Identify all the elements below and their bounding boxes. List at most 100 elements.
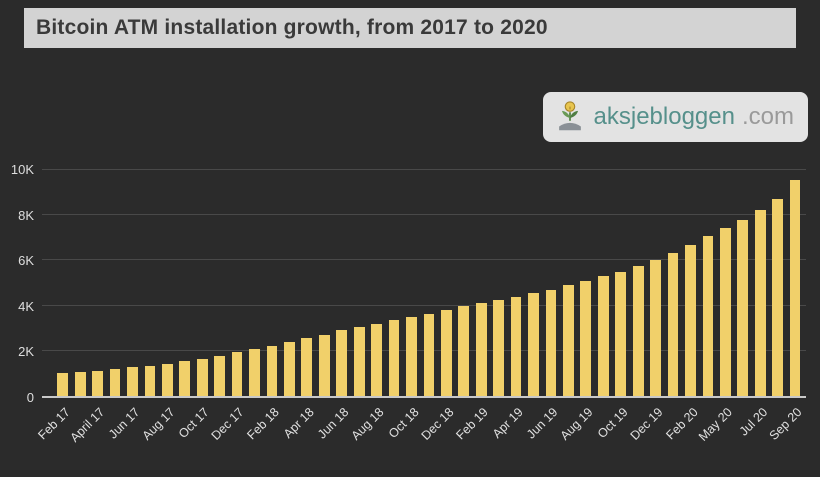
bar-dec-19 [650,260,661,396]
watermark-brand: aksjebloggen [593,103,735,130]
bar-april-17 [92,370,103,396]
bar-slot: Jun 17 [106,170,142,441]
bar-apr-19 [510,296,522,396]
bar-slot: Apr 18 [281,170,317,441]
x-tick-label: Oct 17 [176,405,213,441]
bar-apr-20 [702,235,714,396]
bar-jul-17 [144,365,156,396]
bar-jun-17 [127,367,138,396]
bar-jan-20 [667,252,679,396]
bar-sep-20 [789,179,801,396]
bar-slot [71,170,88,396]
plot-area: Feb 17 April 17 Jun 17 Aug 17 Oct 17 Dec 17 Fe… [35,169,806,445]
bar-slot [420,170,437,396]
x-tick-label: Jun 18 [315,405,352,442]
x-tick-label: Jun 19 [524,405,561,442]
bar-dec-17 [231,352,243,396]
bar-aug-20 [772,199,784,396]
bar-nov-19 [632,266,644,396]
x-tick-label: Jun 17 [105,405,143,442]
gridline-10k [42,169,806,170]
bar-slot [106,170,123,396]
x-tick-label: Apr 19 [490,405,526,441]
bar-aug-19 [580,280,592,396]
bar-mar-17 [74,372,86,396]
bar-slot: April 17 [68,170,107,445]
bar-oct-18 [406,316,417,396]
y-tick-label-10k: 10K [10,162,34,177]
bar-slot [176,170,193,396]
y-tick-label-2k: 2K [18,344,34,360]
x-tick-label: Dec 18 [418,405,457,443]
bar-feb-17 [57,373,69,396]
x-tick-label: Sep 20 [767,405,805,443]
bar-slot [664,170,681,396]
bar-feb-18 [266,345,278,396]
bar-slot: Feb 19 [454,170,491,442]
x-tick-label: Oct 19 [594,405,631,441]
bar-jun-20 [737,219,749,396]
bars: Feb 17 April 17 Jun 17 Aug 17 Oct 17 Dec 17 Fe… [35,170,805,445]
bar-slot: Dec 18 [418,170,456,443]
bar-slot: Oct 19 [595,170,631,441]
plant-in-hand-logo-icon [553,100,587,134]
bar-slot [350,170,367,396]
bar-mar-18 [284,342,295,396]
bar-slot: Dec 17 [209,170,247,443]
bar-may-20 [719,227,731,396]
bar-slot [595,170,612,396]
gridline-8k [42,214,806,216]
x-tick-label: Dec 17 [209,405,247,443]
bar-jun-18 [336,330,348,396]
bar-slot: Jul 20 [737,170,770,438]
bar-feb-20 [685,244,696,396]
bar-jul-20 [754,209,766,396]
y-tick-label-8k: 8K [18,207,34,223]
bar-slot: May 20 [696,170,735,444]
bar-slot [141,170,158,396]
x-tick-label: Apr 18 [280,405,317,441]
x-tick-label: Aug 18 [348,405,387,443]
x-tick-label: Jul 20 [736,405,771,439]
y-tick-label-6k: 6K [18,253,34,269]
x-tick-label: Oct 18 [385,405,422,441]
bar-dec-18 [440,310,452,396]
x-tick-label: Feb 19 [453,405,492,443]
bar-sep-18 [388,320,400,396]
bar-may-17 [109,369,121,396]
bar-sep-17 [179,361,191,396]
bar-slot: Jun 19 [524,170,561,441]
watermark-tld: .com [741,103,794,130]
bar-slot: Aug 19 [558,170,596,443]
bar-slot: Aug 18 [349,170,386,443]
x-tick-label: Aug 17 [139,405,178,443]
bar-slot: Feb 20 [663,170,700,442]
x-tick-label: April 17 [67,405,108,445]
bar-slot [734,170,751,396]
bar-jan-18 [249,349,260,396]
gridline-4k [42,304,806,306]
bar-slot [316,170,333,396]
bar-slot [211,170,228,396]
bar-sep-19 [597,276,609,396]
bar-slot [246,170,263,396]
page-title: Bitcoin ATM installation growth, from 20… [36,16,548,39]
bar-slot: Feb 18 [244,170,282,442]
bar-nov-17 [214,355,226,396]
x-tick-label: Feb 20 [662,405,701,443]
bar-slot [525,170,542,396]
bar-jul-18 [353,327,365,396]
x-tick-label: May 20 [696,405,736,444]
bar-aug-18 [371,323,382,396]
y-tick-label-4k: 4K [18,298,34,314]
bar-jun-19 [545,289,557,396]
bar-slot: Oct 18 [385,170,421,441]
bar-slot [490,170,507,396]
x-tick-label: Dec 19 [627,405,666,443]
bar-slot [769,170,786,396]
bar-nov-18 [423,313,435,396]
bar-slot [560,170,577,396]
bar-slot [281,170,298,396]
bar-apr-18 [301,338,313,396]
bar-slot: Dec 19 [628,170,665,443]
